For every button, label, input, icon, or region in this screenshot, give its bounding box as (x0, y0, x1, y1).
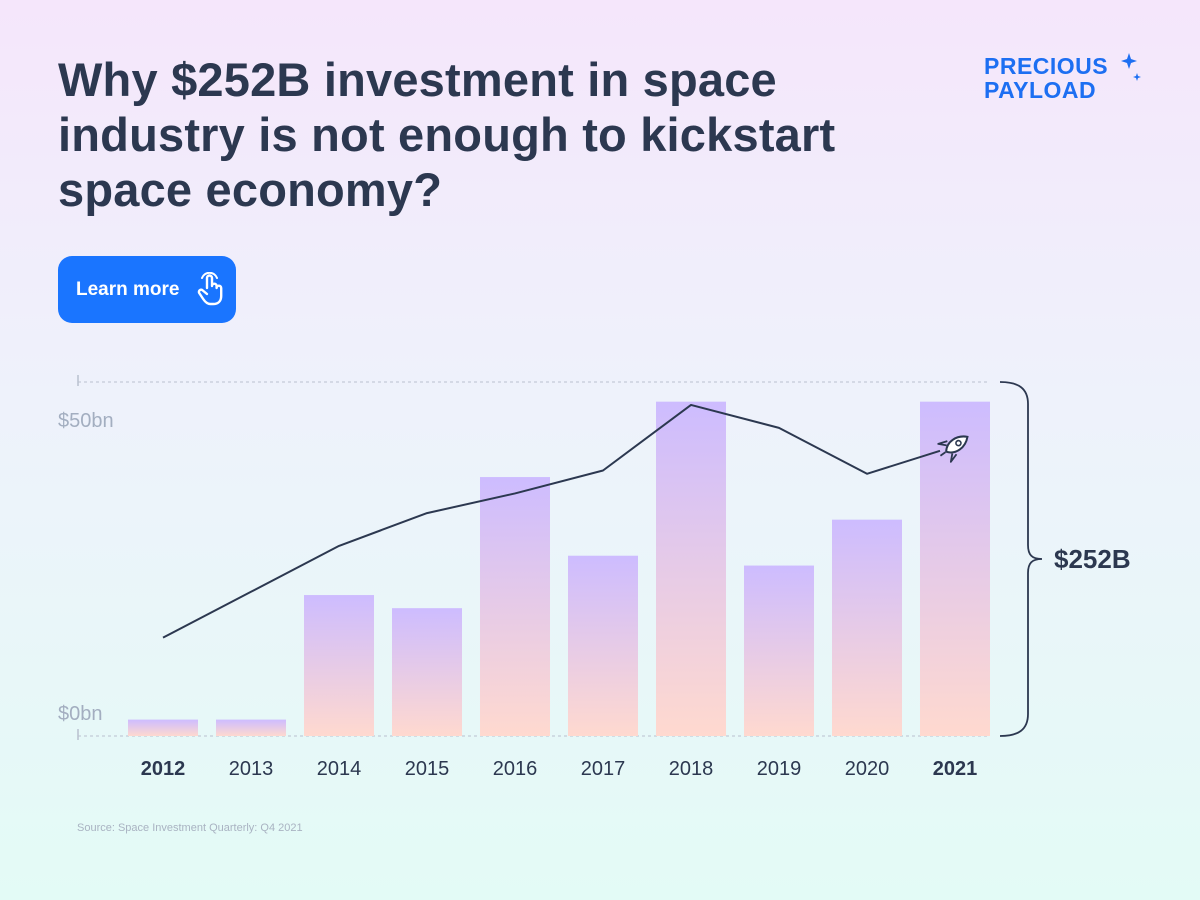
x-tick-label-2015: 2015 (405, 758, 450, 780)
x-tick-label-2019: 2019 (757, 758, 802, 780)
logo-line-2: PAYLOAD (984, 77, 1097, 103)
x-tick-label-2017: 2017 (581, 758, 626, 780)
bar-2020 (832, 519, 902, 736)
x-tick-label-2016: 2016 (493, 758, 538, 780)
bar-2012 (128, 719, 198, 736)
source-note: Source: Space Investment Quarterly: Q4 2… (77, 822, 303, 834)
x-tick-label-2014: 2014 (317, 758, 362, 780)
x-tick-label-2013: 2013 (229, 758, 274, 780)
y-tick-label: $50bn (58, 410, 114, 432)
total-annotation: $252B (1054, 544, 1131, 574)
rocket-window (955, 439, 962, 447)
bar-2014 (304, 595, 374, 736)
bar-2018 (656, 401, 726, 736)
x-tick-label-2018: 2018 (669, 758, 714, 780)
learn-more-label: Learn more (76, 279, 180, 300)
rocket-flame (939, 451, 946, 457)
x-tick-label-2020: 2020 (845, 758, 890, 780)
page-title: Why $252B investment in space industry i… (58, 53, 836, 216)
learn-more-button[interactable]: Learn more (58, 256, 236, 323)
bar-2019 (744, 565, 814, 736)
y-tick-label: $0bn (58, 703, 103, 725)
x-tick-label-2012: 2012 (141, 758, 186, 780)
bar-2013 (216, 719, 286, 736)
logo-line-1: PRECIOUS (984, 53, 1109, 79)
pointer-hand-icon (197, 272, 223, 306)
total-brace (999, 381, 1043, 737)
bar-2017 (568, 555, 638, 736)
rocket-icon (937, 435, 969, 463)
x-tick-label-2021: 2021 (933, 758, 978, 780)
trend-line (162, 403, 941, 639)
precious-payload-logo[interactable]: PRECIOUS PAYLOAD (984, 53, 1154, 115)
bar-2016 (480, 477, 550, 736)
bar-2015 (392, 608, 462, 736)
rocket-fins (937, 440, 958, 463)
sparkle-icon (1121, 53, 1141, 81)
